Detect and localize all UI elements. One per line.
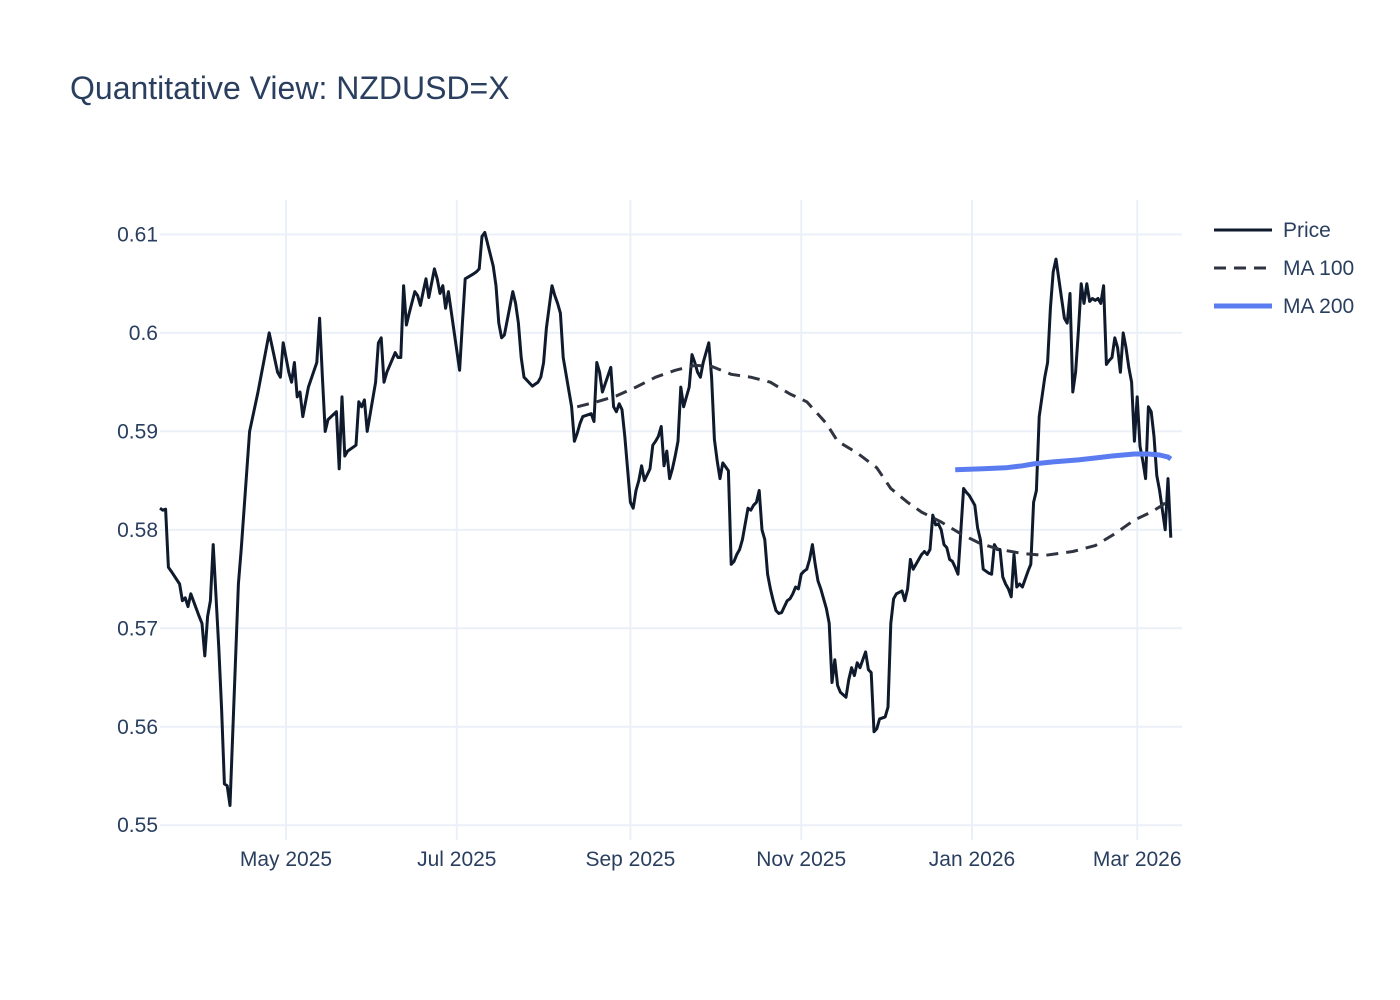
- y-tick-label: 0.55: [117, 814, 158, 837]
- x-tick-label: Jan 2026: [929, 848, 1015, 871]
- x-tick-label: Sep 2025: [585, 848, 675, 871]
- x-tick-label: Jul 2025: [417, 848, 496, 871]
- series-line-price: [159, 231, 1173, 807]
- x-tick-label: Nov 2025: [756, 848, 846, 871]
- legend-item-price[interactable]: Price: [1214, 219, 1331, 242]
- y-tick-label: 0.56: [117, 716, 158, 739]
- chart-title: Quantitative View: NZDUSD=X: [70, 70, 510, 106]
- y-tick-label: 0.57: [117, 617, 158, 640]
- series-line-ma-100: [576, 363, 1172, 557]
- legend-label: MA 200: [1283, 295, 1354, 318]
- legend-item-ma-200[interactable]: MA 200: [1214, 295, 1354, 318]
- y-tick-label: 0.58: [117, 519, 158, 542]
- legend-item-ma-100[interactable]: MA 100: [1214, 257, 1354, 280]
- y-tick-label: 0.6: [129, 322, 158, 345]
- axis-labels: 0.55 0.56 0.57 0.58 0.59 0.6 0.61 May 2025 Jul 2…: [117, 223, 1181, 871]
- legend[interactable]: Price MA 100 MA 200: [1214, 219, 1354, 318]
- plot-background: [160, 200, 1182, 840]
- legend-label: Price: [1283, 219, 1331, 242]
- x-tick-label: May 2025: [240, 848, 332, 871]
- series-lines: [159, 231, 1173, 807]
- y-tick-label: 0.59: [117, 420, 158, 443]
- y-tick-label: 0.61: [117, 223, 158, 246]
- series-line-ma-200: [955, 451, 1173, 473]
- legend-label: MA 100: [1283, 257, 1354, 280]
- x-tick-label: Mar 2026: [1093, 848, 1182, 871]
- grid-lines: [160, 200, 1182, 840]
